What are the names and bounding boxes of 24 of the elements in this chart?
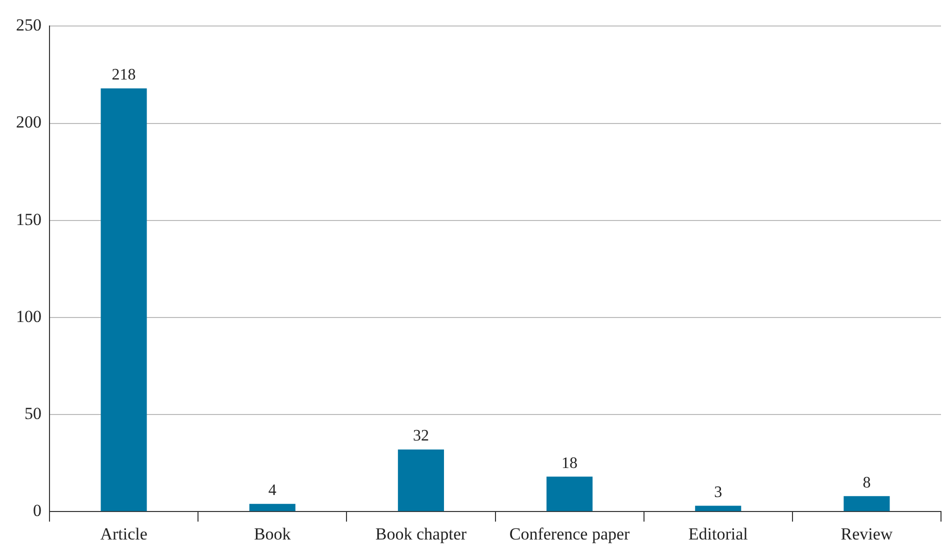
bar xyxy=(398,449,444,512)
y-tick-label: 50 xyxy=(24,404,42,423)
x-tick-label: Conference paper xyxy=(509,524,630,544)
y-tick-label: 200 xyxy=(16,112,42,132)
x-tick-label: Review xyxy=(840,524,894,544)
x-tick-label: Book chapter xyxy=(375,524,467,544)
bar xyxy=(695,506,742,512)
data-label: 8 xyxy=(862,474,871,492)
y-tick-label: 100 xyxy=(16,306,42,326)
y-tick-label: 250 xyxy=(16,16,42,35)
x-tick-label: Editorial xyxy=(688,524,748,544)
data-label: 218 xyxy=(112,66,136,84)
y-tick-label: 0 xyxy=(33,501,42,520)
bar xyxy=(546,476,593,512)
data-label: 18 xyxy=(562,454,578,472)
bar xyxy=(249,504,296,512)
y-tick-label: 150 xyxy=(16,210,42,229)
data-label: 32 xyxy=(412,428,429,445)
data-label: 4 xyxy=(268,482,276,500)
x-tick-label: Article xyxy=(100,524,148,544)
data-label: 3 xyxy=(714,484,722,501)
bar xyxy=(844,496,890,512)
bar xyxy=(100,88,147,512)
x-tick-label: Book xyxy=(254,524,292,544)
